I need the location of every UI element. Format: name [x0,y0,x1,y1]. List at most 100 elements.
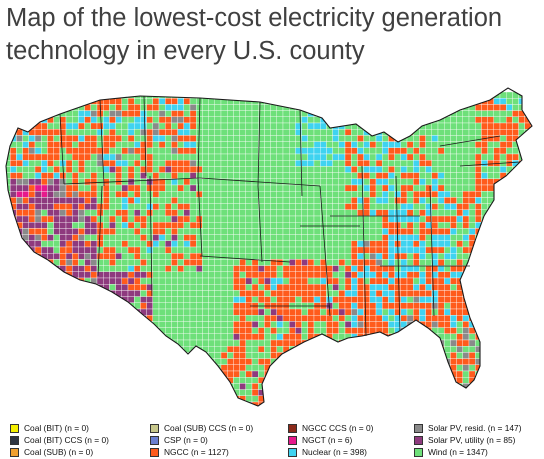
county-cell-wind [10,383,17,390]
county-cell-ngcc [127,98,135,105]
county-cell-wind [152,315,160,322]
county-cell-solar-utility [84,308,91,316]
county-cell-wind [227,414,233,420]
county-cell-ngcc [462,246,470,254]
county-cell-wind [438,408,444,414]
county-cell-nuclear [78,135,85,142]
county-cell-wind [450,234,457,241]
county-cell-wind [344,364,352,372]
county-cell-wind [345,414,351,420]
county-cell-ngcc [264,284,271,291]
county-cell-wind [245,352,253,359]
county-cell-wind [419,98,426,105]
county-cell-wind [419,116,426,124]
county-cell-wind [208,234,215,241]
county-cell-nuclear [351,178,358,186]
county-cell-wind [152,383,160,390]
county-cell-wind [394,352,401,359]
county-cell-wind [289,191,296,198]
county-cell-nuclear [388,234,395,241]
county-cell-wind [375,184,383,192]
county-cell-ngcc [47,284,54,291]
county-cell-wind [214,246,222,254]
county-cell-ngcc [400,147,408,155]
county-cell-wind [493,277,501,285]
county-cell-solar-resid [152,122,160,130]
county-cell-wind [282,321,290,328]
county-cell-wind [214,339,222,347]
county-cell-ngcc [171,253,178,260]
county-cell-wind [506,277,513,285]
county-cell-ngcc [233,302,240,310]
county-cell-wind [158,271,166,279]
county-cell-solar-utility [109,277,116,285]
county-cell-ngcc [295,290,302,297]
county-cell-wind [158,172,166,179]
county-cell-ngcc [165,116,172,124]
county-cell-solar-utility [41,197,48,204]
county-cell-wind [338,116,346,124]
county-cell-ngcc [165,203,172,210]
county-cell-nuclear [400,166,408,173]
county-cell-wind [4,414,10,420]
county-cell-wind [400,110,408,117]
county-cell-ngcc [301,296,308,303]
county-cell-solar-utility [53,209,60,217]
county-cell-wind [16,383,23,390]
county-cell-ngcc [344,346,352,353]
county-cell-wind [22,395,29,403]
county-cell-ngcc [140,222,147,229]
county-cell-wind [437,253,445,260]
county-cell-wind [84,395,91,403]
county-cell-wind [406,383,414,390]
county-cell-wind [165,284,172,291]
county-cell-nuclear [388,321,395,328]
county-cell-wind [462,370,470,378]
county-cell-wind [444,160,451,167]
county-cell-wind [351,191,358,198]
county-cell-wind [313,246,321,254]
county-cell-wind [456,166,463,173]
county-cell-ngcc [146,153,153,161]
county-cell-ngcc [413,271,420,279]
county-cell-solar-resid [16,135,23,142]
county-cell-wind [537,154,543,160]
county-cell-wind [320,110,327,117]
county-cell-solar-utility [78,271,85,279]
county-cell-ngcc [289,296,296,303]
county-cell-wind [425,98,432,105]
county-cell-wind [338,401,346,406]
county-cell-wind [444,339,451,347]
county-cell-wind [22,377,29,384]
county-cell-ngcc [338,352,346,359]
legend-label-nuclear: Nuclear (n = 398) [302,447,367,457]
county-cell-wind [165,296,172,303]
county-cell-wind [134,321,141,328]
county-cell-ngcc [233,352,240,359]
county-cell-wind [96,246,104,254]
county-cell-wind [313,277,321,285]
county-cell-wind [301,222,308,229]
county-cell-wind [245,184,253,192]
county-cell-nuclear [530,116,532,124]
county-cell-wind [178,408,184,414]
county-cell-wind [158,122,166,130]
county-cell-ngcc [227,370,234,378]
county-cell-ngcc [276,339,284,347]
county-cell-solar-utility [47,296,54,303]
county-cell-nuclear [65,98,73,105]
county-cell-wind [382,160,389,167]
county-cell-solar-resid [177,116,184,124]
county-cell-wind [233,339,240,347]
county-cell-wind [518,271,525,279]
county-cell-ngcc [518,160,525,167]
county-cell-nuclear [462,315,470,322]
county-cell-wind [493,191,501,198]
county-cell-nuclear [41,160,48,167]
county-cell-ngcc [419,339,426,347]
county-cell-ngcc [320,352,327,359]
county-cell-ngcc [468,358,476,365]
county-cell-wind [152,395,160,403]
county-cell-solar-utility [34,203,42,210]
county-cell-ngcc [320,315,327,322]
